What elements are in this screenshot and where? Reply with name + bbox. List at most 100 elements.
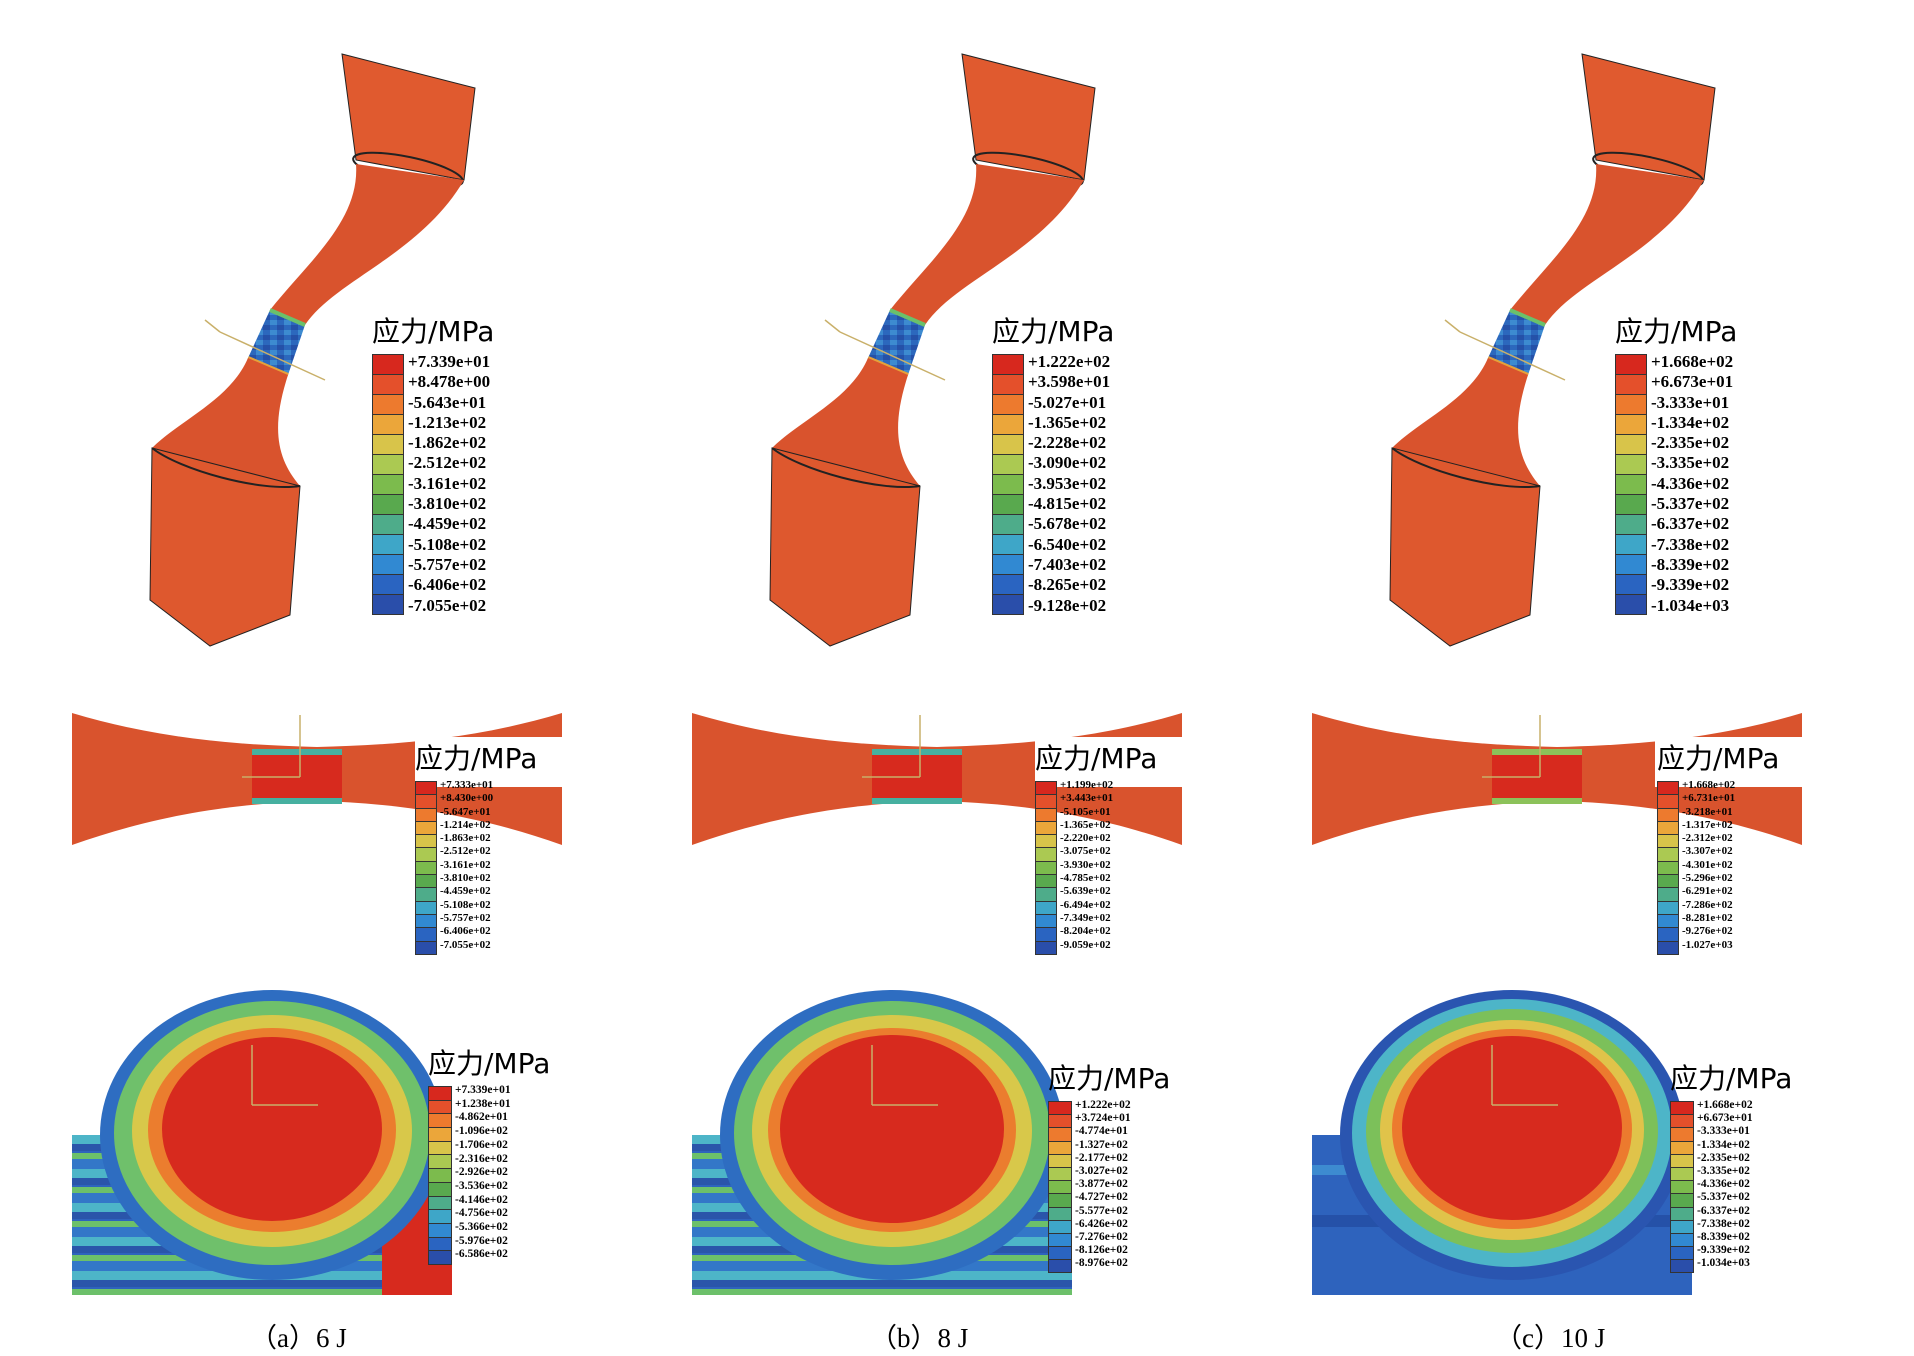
- legend-swatch: [1658, 808, 1678, 822]
- caption-a: （a）6 J: [250, 1323, 347, 1353]
- legend-swatch: [1036, 821, 1056, 836]
- legend-value: -3.090e+02: [1028, 453, 1107, 473]
- legend-value: -2.220e+02: [1060, 832, 1111, 845]
- legend-swatch: [1616, 415, 1646, 435]
- legend-b1: 应力/MPa +1.222e+02 +3.598e+01 -5.027e+01 -1.…: [992, 318, 1114, 616]
- legend-value: -6.494e+02: [1060, 898, 1111, 911]
- legend-value: +1.199e+02: [1060, 779, 1114, 791]
- legend-title: 应力/MPa: [992, 315, 1115, 348]
- caption-c: （c）10 J: [1495, 1323, 1606, 1353]
- legend-swatch: [1616, 435, 1646, 455]
- column-a: 应力/MPa +7.339e+01 +8.478e+00 -5.643e+01 -1.…: [0, 0, 638, 1356]
- legend-swatch: [1658, 782, 1678, 796]
- specimen-full-view-c: [1389, 53, 1716, 647]
- legend-value: -3.953e+02: [1028, 473, 1107, 493]
- legend-swatch: [1049, 1260, 1071, 1273]
- legend-swatch: [1616, 575, 1646, 595]
- legend-value: -2.512e+02: [408, 453, 487, 473]
- legend-value: -3.536e+02: [455, 1179, 508, 1192]
- caption-b: （b）8 J: [870, 1323, 969, 1353]
- legend-value: -9.339e+02: [1651, 575, 1730, 595]
- legend-swatch: [429, 1128, 451, 1142]
- legend-value: -1.317e+02: [1682, 818, 1733, 831]
- legend-swatch: [416, 875, 436, 889]
- legend-swatch: [1658, 848, 1678, 862]
- legend-value: +7.339e+01: [408, 352, 491, 371]
- legend-value: -2.926e+02: [455, 1166, 508, 1179]
- legend-swatch: [1671, 1181, 1693, 1195]
- legend-value: -5.027e+01: [1028, 392, 1107, 412]
- legend-swatch: [1616, 515, 1646, 535]
- legend-value: -1.027e+03: [1682, 938, 1733, 951]
- legend-value: -1.334e+02: [1697, 1138, 1750, 1151]
- legend-value: -1.365e+02: [1028, 412, 1107, 432]
- legend-values: +7.339e+01 +8.478e+00 -5.643e+01 -1.213e+02…: [408, 352, 490, 616]
- legend-a1: 应力/MPa +7.339e+01 +8.478e+00 -5.643e+01 -1.…: [372, 318, 494, 616]
- legend-swatch: [1036, 914, 1056, 929]
- legend-a3: 应力/MPa +7.339e+01 +1.238e+01 -4.862e+01 -1.…: [428, 1050, 550, 1265]
- legend-b2: 应力/MPa +1.199e+02 +3.443e+01 -5.105e+01 -1.…: [1035, 745, 1157, 955]
- legend-swatch: [1616, 395, 1646, 415]
- legend-value: +1.668e+02: [1651, 352, 1734, 371]
- legend-swatch: [373, 495, 403, 515]
- legend-swatch: [1671, 1247, 1693, 1261]
- legend-swatch: [429, 1237, 451, 1252]
- legend-value: -8.339e+02: [1651, 554, 1730, 574]
- legend-value: -5.757e+02: [408, 554, 487, 574]
- legend-swatch: [1658, 914, 1678, 929]
- legend-value: -5.757e+02: [440, 911, 491, 924]
- legend-swatch: [1036, 941, 1056, 954]
- legend-swatch: [416, 901, 436, 915]
- legend-title: 应力/MPa: [1615, 315, 1738, 348]
- legend-value: -7.276e+02: [1075, 1231, 1128, 1244]
- legend-swatch: [1049, 1167, 1071, 1182]
- legend-value: -5.296e+02: [1682, 872, 1733, 885]
- legend-swatch: [1616, 595, 1646, 614]
- legend-swatch: [1049, 1102, 1071, 1116]
- legend-value: -6.540e+02: [1028, 534, 1107, 554]
- legend-value: -5.108e+02: [408, 534, 487, 554]
- legend-value: -2.335e+02: [1651, 433, 1730, 453]
- legend-value: -7.338e+02: [1651, 534, 1730, 554]
- legend-swatch: [993, 415, 1023, 435]
- legend-color-scale: [1670, 1101, 1694, 1274]
- legend-swatch: [373, 595, 403, 614]
- legend-value: -5.108e+02: [440, 898, 491, 911]
- legend-value: -1.327e+02: [1075, 1138, 1128, 1151]
- legend-value: +6.731e+01: [1682, 792, 1736, 805]
- legend-value: -4.785e+02: [1060, 872, 1111, 885]
- column-b: 应力/MPa +1.222e+02 +3.598e+01 -5.027e+01 -1.…: [620, 0, 1258, 1356]
- legend-value: -4.756e+02: [455, 1207, 508, 1220]
- legend-value: -1.034e+03: [1651, 595, 1730, 615]
- legend-b3: 应力/MPa +1.222e+02 +3.724e+01 -4.774e+01 -1.…: [1048, 1065, 1170, 1274]
- legend-swatch: [1049, 1247, 1071, 1261]
- legend-swatch: [373, 455, 403, 475]
- legend-values: +1.668e+02 +6.673e+01 -3.333e+01 -1.334e+02…: [1697, 1099, 1753, 1271]
- legend-value: -7.055e+02: [440, 938, 491, 951]
- legend-value: -4.146e+02: [455, 1193, 508, 1206]
- legend-value: -7.403e+02: [1028, 554, 1107, 574]
- legend-swatch: [1671, 1207, 1693, 1221]
- legend-swatch: [1671, 1194, 1693, 1208]
- legend-color-scale: [372, 354, 404, 615]
- legend-swatch: [416, 888, 436, 902]
- legend-swatch: [1658, 888, 1678, 902]
- end-face-view-c: [1312, 990, 1692, 1295]
- legend-swatch: [373, 415, 403, 435]
- legend-swatch: [1616, 555, 1646, 575]
- legend-value: -4.459e+02: [408, 514, 487, 534]
- legend-value: -1.706e+02: [455, 1138, 508, 1151]
- legend-color-scale: [1048, 1101, 1072, 1274]
- legend-swatch: [416, 928, 436, 942]
- legend-value: -1.365e+02: [1060, 818, 1111, 831]
- legend-swatch: [993, 355, 1023, 375]
- legend-swatch: [373, 355, 403, 375]
- legend-value: -8.976e+02: [1075, 1257, 1128, 1270]
- legend-value: -6.586e+02: [455, 1248, 508, 1261]
- legend-value: -6.406e+02: [440, 925, 491, 938]
- legend-value: -4.301e+02: [1682, 858, 1733, 871]
- specimen-full-view-a: [149, 53, 476, 647]
- legend-swatch: [416, 782, 436, 796]
- legend-swatch: [1671, 1141, 1693, 1155]
- legend-value: -3.161e+02: [408, 473, 487, 493]
